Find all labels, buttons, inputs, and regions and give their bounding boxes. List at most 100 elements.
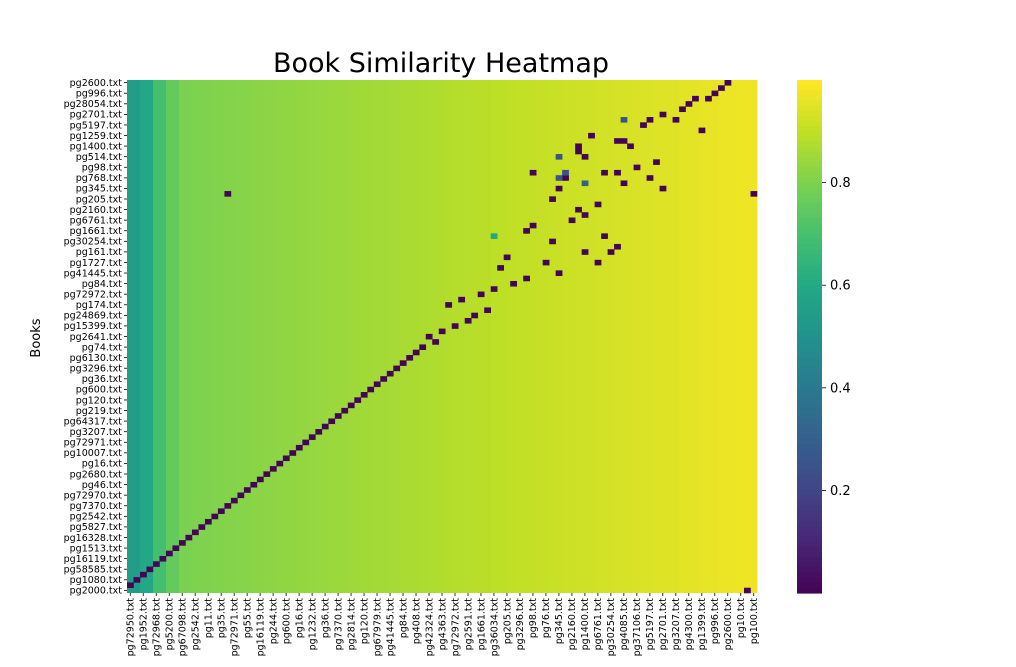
heatmap-cell [490,233,498,239]
heatmap-column [490,80,498,593]
heatmap-column [341,80,349,593]
heatmap-cell [217,508,225,514]
heatmap-cell [724,80,732,86]
y-tick-label: pg5827.txt [70,522,123,533]
colorbar-segment [797,413,822,420]
colorbar-segment [797,346,822,353]
heatmap-column [529,80,537,593]
colorbar-segment [797,310,822,317]
heatmap-cell [679,106,686,113]
colorbar-segment [797,551,822,558]
x-tick-label: pg16.txt [294,598,305,639]
y-tick-label: pg16328.txt [64,533,123,544]
colorbar-segment [797,546,822,553]
heatmap-cell [360,392,368,398]
heatmap-cell [503,254,511,261]
colorbar-segment [797,326,822,332]
x-tick-label: pg1952.txt [139,598,150,651]
heatmap-column [250,80,258,593]
heatmap-cell [607,249,615,255]
x-tick-label: pg1399.txt [697,598,708,651]
heatmap-column [458,80,466,593]
colorbar-segment [797,115,822,122]
heatmap-cell [172,545,180,551]
colorbar-segment [797,105,822,112]
heatmap-column [386,80,394,593]
y-tick-label: pg74.txt [82,342,123,353]
heatmap-cell [620,117,628,123]
colorbar-segment [797,439,822,445]
heatmap-cell [568,217,576,224]
y-tick-label: pg2680.txt [70,469,123,480]
colorbar-segment [797,331,822,338]
colorbar-segment [797,336,822,343]
heatmap-cell [393,365,401,372]
x-tick-label: pg100.txt [749,598,760,645]
colorbar-segment [797,233,822,240]
colorbar-segment [797,377,822,384]
colorbar-segment [797,197,822,204]
heatmap-column [172,80,180,593]
y-tick-label: pg84.txt [82,279,123,290]
colorbar-tick-label: 0.4 [830,381,851,396]
heatmap-column [523,80,531,593]
heatmap-column [276,80,284,593]
heatmap-cell [328,418,336,425]
heatmap-cell [308,434,316,440]
x-tick-label: pg2701.txt [658,598,669,651]
heatmap-cell [529,169,537,176]
colorbar-segment [797,367,822,374]
heatmap-cell [224,191,232,197]
heatmap-cell [497,265,504,271]
y-tick-label: pg2542.txt [70,512,123,523]
heatmap-column [692,80,699,593]
colorbar-segment [797,172,822,179]
heatmap-cell [581,154,589,160]
heatmap-cell [438,328,446,335]
y-tick-label: pg2701.txt [70,110,123,121]
heatmap-column [127,80,134,593]
heatmap-cell [224,503,232,509]
heatmap-column [211,80,219,593]
colorbar-segment [797,300,822,307]
colorbar-segment [797,264,822,271]
y-tick-label: pg6130.txt [70,353,123,364]
y-tick-label: pg1080.txt [70,575,123,586]
heatmap-cell [633,164,641,171]
x-tick-label: pg2600.txt [723,598,734,651]
y-tick-label: pg36.txt [82,374,123,385]
colorbar-segment [797,100,822,107]
heatmap-cell [399,360,407,366]
colorbar-segment [797,218,822,225]
heatmap-column [627,80,634,593]
heatmap-column [139,80,147,593]
heatmap-column [718,80,725,593]
colorbar-segment [797,516,822,522]
colorbar-segment [797,459,822,466]
colorbar-segment [797,387,822,394]
y-tick-label: pg1513.txt [70,543,123,554]
y-tick-label: pg72970.txt [64,490,123,501]
colorbar-segment [797,208,822,214]
heatmap-column [347,80,355,593]
heatmap-cell [685,101,693,107]
heatmap-cell [354,397,362,403]
heatmap-column [731,80,738,593]
heatmap-cell [659,185,667,192]
colorbar-segment [797,567,822,574]
x-tick-label: pg1232.txt [307,598,318,651]
colorbar-segment [797,526,822,533]
y-tick-label: pg514.txt [76,152,123,163]
heatmap-cell [477,291,485,298]
heatmap-column [549,80,557,593]
x-tick-label: pg72972.txt [450,598,461,657]
colorbar-segment [797,228,822,235]
y-tick-label: pg2641.txt [70,332,123,343]
heatmap-cell [640,122,647,128]
heatmap-cell [282,455,290,462]
y-tick-label: pg345.txt [76,184,123,195]
heatmap-column [406,80,414,593]
chart-title: Book Similarity Heatmap [273,48,609,79]
heatmap-column [568,80,576,593]
y-tick-label: pg72971.txt [64,438,123,449]
